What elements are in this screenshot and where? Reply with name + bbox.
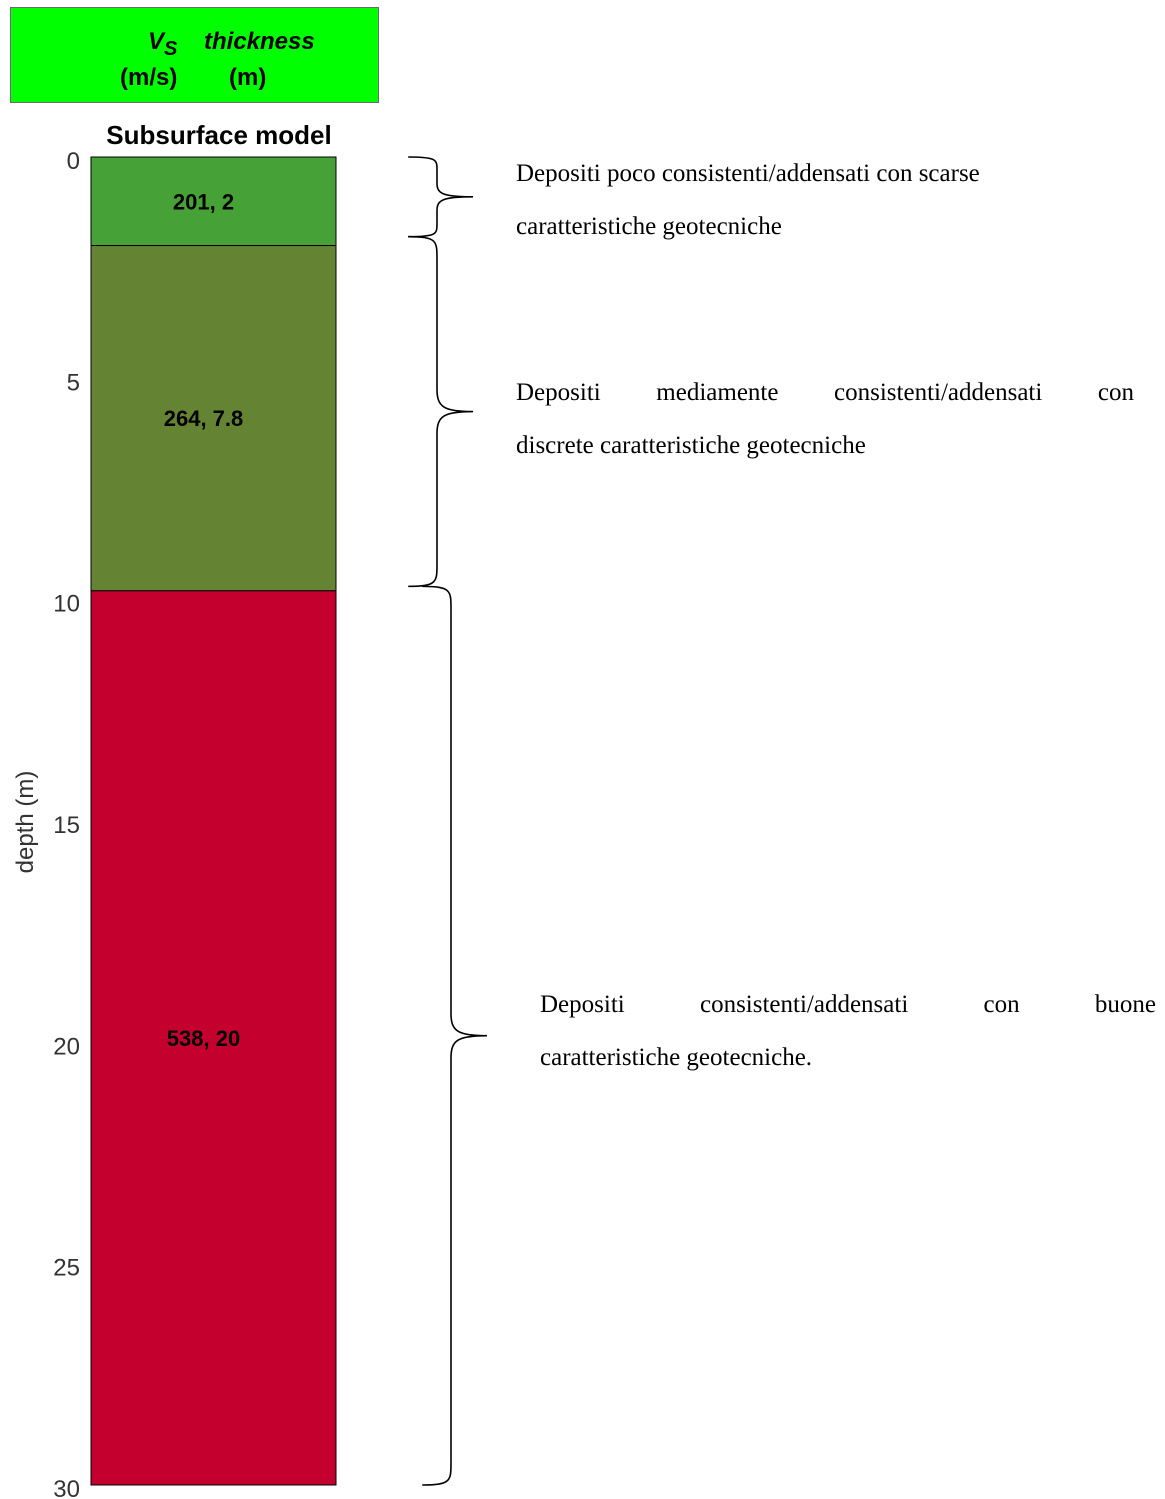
- y-tick-label-20: 20: [53, 1033, 80, 1060]
- annotation-1-line-2: caratteristiche geotecniche: [516, 213, 782, 240]
- brace-3: [422, 585, 488, 1486]
- y-tick-group: 0 5 10 15 20 25 30: [53, 148, 80, 1499]
- legend-thickness-label: thickness: [204, 28, 315, 55]
- annotation-1: Depositi poco consistenti/addensati con …: [516, 147, 1116, 253]
- legend-vs-label: VS: [148, 28, 178, 60]
- y-tick-label-30: 30: [53, 1476, 80, 1499]
- brace-2: [408, 235, 474, 588]
- y-tick-label-15: 15: [53, 812, 80, 839]
- annotation-3-line-2: caratteristiche geotecniche.: [540, 1044, 813, 1071]
- legend-thickness-unit: (m): [229, 64, 267, 91]
- y-tick-label-0: 0: [67, 148, 80, 175]
- annotation-1-line-1: Depositi poco consistenti/addensati con …: [516, 160, 980, 187]
- chart-title: Subsurface model: [106, 120, 331, 150]
- brace-1: [408, 156, 474, 238]
- annotation-2-line-1: Depositi mediamente consistenti/addensat…: [516, 379, 1134, 406]
- layer-1-label: 201, 2: [173, 189, 234, 214]
- layer-group: 201, 2 264, 7.8 538, 20: [90, 156, 337, 1486]
- y-axis-label: depth (m): [12, 771, 39, 874]
- y-tick-label-5: 5: [67, 369, 80, 396]
- layer-3-label: 538, 20: [167, 1026, 240, 1051]
- y-tick-label-10: 10: [53, 591, 80, 618]
- annotation-3-line-1: Depositi consistenti/addensati con buone: [540, 991, 1156, 1018]
- annotation-2: Depositi mediamente consistenti/addensat…: [516, 366, 1134, 472]
- legend-box: VS thickness (m/s) (m): [10, 7, 379, 103]
- brace-group: [408, 156, 488, 1486]
- layer-1-bar: [90, 156, 337, 247]
- layer-2-label: 264, 7.8: [164, 406, 244, 431]
- annotation-3: Depositi consistenti/addensati con buone…: [540, 978, 1156, 1084]
- layer-3-bar: [90, 590, 337, 1486]
- layer-2-bar: [90, 245, 337, 592]
- y-tick-label-25: 25: [53, 1255, 80, 1282]
- annotation-2-line-2: discrete caratteristiche geotecniche: [516, 432, 866, 459]
- legend-vs-unit: (m/s): [120, 64, 178, 91]
